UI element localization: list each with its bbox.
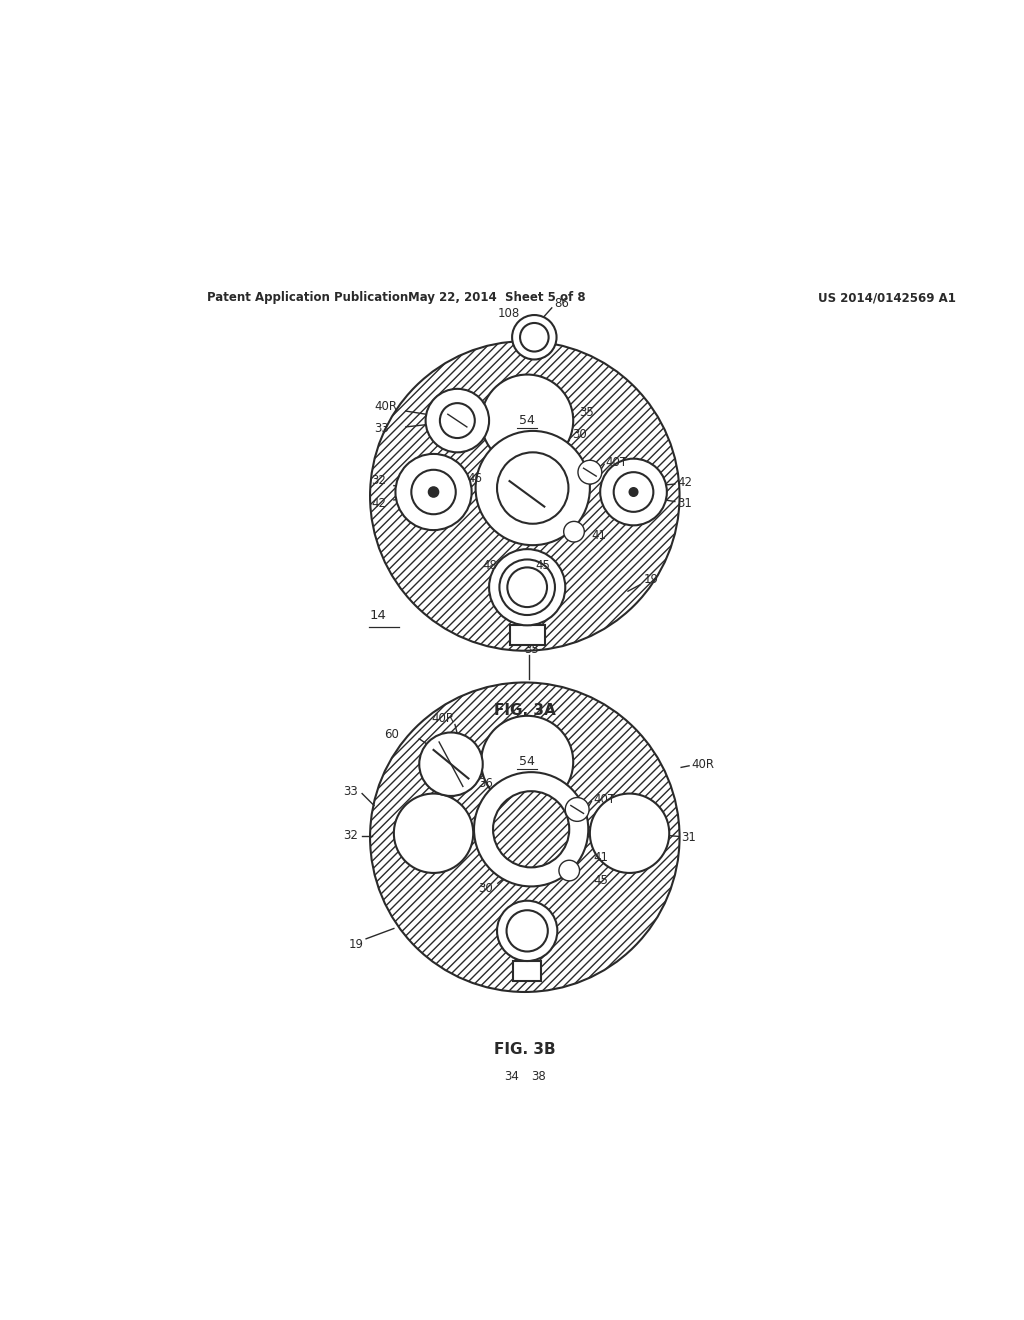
Text: 40R: 40R	[691, 758, 715, 771]
Text: May 22, 2014  Sheet 5 of 8: May 22, 2014 Sheet 5 of 8	[409, 292, 586, 304]
Text: 33: 33	[374, 422, 389, 436]
Text: 19: 19	[644, 573, 658, 586]
Text: 14: 14	[370, 609, 387, 622]
Text: FIG. 3A: FIG. 3A	[494, 702, 556, 718]
Circle shape	[512, 315, 557, 359]
Circle shape	[489, 549, 565, 626]
Text: 42: 42	[677, 477, 692, 488]
Text: 54: 54	[519, 755, 536, 768]
Text: 40T: 40T	[606, 457, 628, 469]
Text: 35: 35	[579, 407, 594, 420]
Text: 32: 32	[343, 829, 358, 842]
Text: 46: 46	[468, 473, 482, 484]
Text: 31: 31	[677, 498, 692, 511]
Circle shape	[395, 454, 472, 531]
Text: 38: 38	[497, 727, 511, 741]
Circle shape	[507, 911, 548, 952]
Circle shape	[520, 323, 549, 351]
Circle shape	[565, 797, 589, 821]
Text: 31: 31	[681, 830, 696, 843]
Circle shape	[563, 521, 585, 543]
Text: 40R: 40R	[431, 711, 455, 725]
Text: 40T: 40T	[593, 793, 615, 807]
Text: 45: 45	[593, 874, 608, 887]
Text: 86: 86	[554, 297, 569, 310]
Bar	[513, 961, 542, 981]
Text: Patent Application Publication: Patent Application Publication	[207, 292, 409, 304]
Bar	[510, 626, 545, 645]
Circle shape	[475, 430, 590, 545]
Text: 19: 19	[349, 937, 364, 950]
Text: 42: 42	[372, 498, 387, 511]
Circle shape	[497, 900, 557, 961]
Circle shape	[493, 791, 569, 867]
Text: 108: 108	[498, 308, 520, 319]
Circle shape	[426, 389, 489, 453]
Circle shape	[507, 568, 547, 607]
Text: 41: 41	[593, 851, 608, 865]
Text: 35: 35	[523, 643, 539, 656]
Circle shape	[481, 715, 573, 808]
Text: 38: 38	[531, 1069, 546, 1082]
Circle shape	[370, 342, 680, 651]
Text: 33: 33	[343, 784, 358, 797]
Circle shape	[578, 461, 602, 484]
Text: FIG. 3B: FIG. 3B	[494, 1041, 556, 1056]
Text: 30: 30	[478, 882, 494, 895]
Circle shape	[500, 560, 555, 615]
Text: 36: 36	[478, 776, 494, 789]
Circle shape	[613, 473, 653, 512]
Circle shape	[429, 487, 438, 496]
Circle shape	[419, 733, 482, 796]
Circle shape	[600, 458, 667, 525]
Circle shape	[394, 793, 473, 873]
Text: 32: 32	[372, 474, 386, 487]
Text: 48: 48	[482, 558, 497, 572]
Text: 30: 30	[572, 428, 587, 441]
Circle shape	[412, 470, 456, 515]
Circle shape	[497, 453, 568, 524]
Circle shape	[590, 793, 670, 873]
Text: 45: 45	[536, 558, 550, 572]
Text: US 2014/0142569 A1: US 2014/0142569 A1	[818, 292, 956, 304]
Circle shape	[559, 861, 580, 880]
Text: 60: 60	[385, 727, 399, 741]
Circle shape	[630, 488, 638, 496]
Circle shape	[474, 772, 588, 887]
Text: 34: 34	[505, 1069, 519, 1082]
Text: 34: 34	[531, 727, 546, 741]
Text: 54: 54	[519, 414, 536, 428]
Text: 41: 41	[592, 529, 606, 543]
Circle shape	[481, 375, 573, 466]
Text: 40R: 40R	[374, 400, 397, 413]
Circle shape	[440, 403, 475, 438]
Circle shape	[370, 682, 680, 991]
